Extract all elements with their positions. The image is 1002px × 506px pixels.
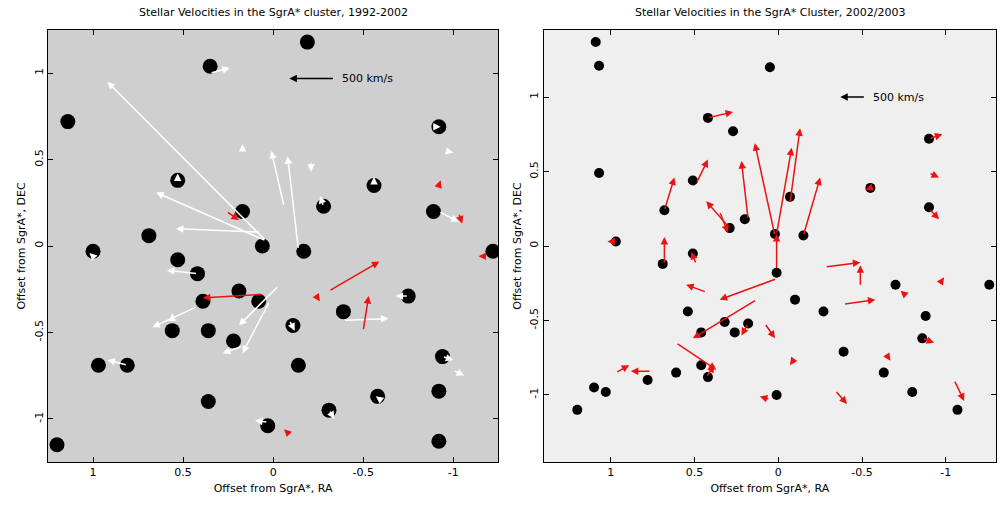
svg-text:Stellar Velocities in the SgrA: Stellar Velocities in the SgrA* Cluster,… [635, 6, 905, 19]
svg-text:Offset from SgrA*, DEC: Offset from SgrA*, DEC [15, 182, 28, 310]
svg-text:0: 0 [528, 241, 541, 248]
svg-text:0.5: 0.5 [174, 466, 192, 479]
svg-text:Offset from SgrA*, RA: Offset from SgrA*, RA [710, 482, 829, 495]
svg-text:500 km/s: 500 km/s [873, 91, 924, 104]
svg-text:-0.5: -0.5 [33, 320, 46, 341]
svg-text:-1: -1 [528, 388, 541, 399]
svg-text:0.5: 0.5 [686, 466, 704, 479]
svg-text:-0.5: -0.5 [352, 466, 373, 479]
svg-text:1: 1 [33, 68, 46, 75]
svg-text:-1: -1 [448, 466, 459, 479]
svg-text:Stellar Velocities in the SgrA: Stellar Velocities in the SgrA* cluster,… [139, 6, 408, 19]
svg-text:-0.5: -0.5 [528, 308, 541, 329]
svg-text:500 km/s: 500 km/s [342, 72, 393, 85]
svg-text:-1: -1 [33, 412, 46, 423]
svg-text:0: 0 [775, 466, 782, 479]
svg-text:0.5: 0.5 [528, 161, 541, 179]
svg-text:1: 1 [528, 92, 541, 99]
svg-text:1: 1 [607, 466, 614, 479]
svg-text:Offset from SgrA*, RA: Offset from SgrA*, RA [214, 482, 333, 495]
svg-text:Offset from SgrA*, DEC: Offset from SgrA*, DEC [511, 182, 524, 310]
svg-text:0: 0 [33, 241, 46, 248]
svg-text:-1: -1 [940, 466, 951, 479]
svg-text:1: 1 [90, 466, 97, 479]
svg-text:0: 0 [270, 466, 277, 479]
svg-text:-0.5: -0.5 [851, 466, 872, 479]
svg-text:0.5: 0.5 [33, 149, 46, 167]
